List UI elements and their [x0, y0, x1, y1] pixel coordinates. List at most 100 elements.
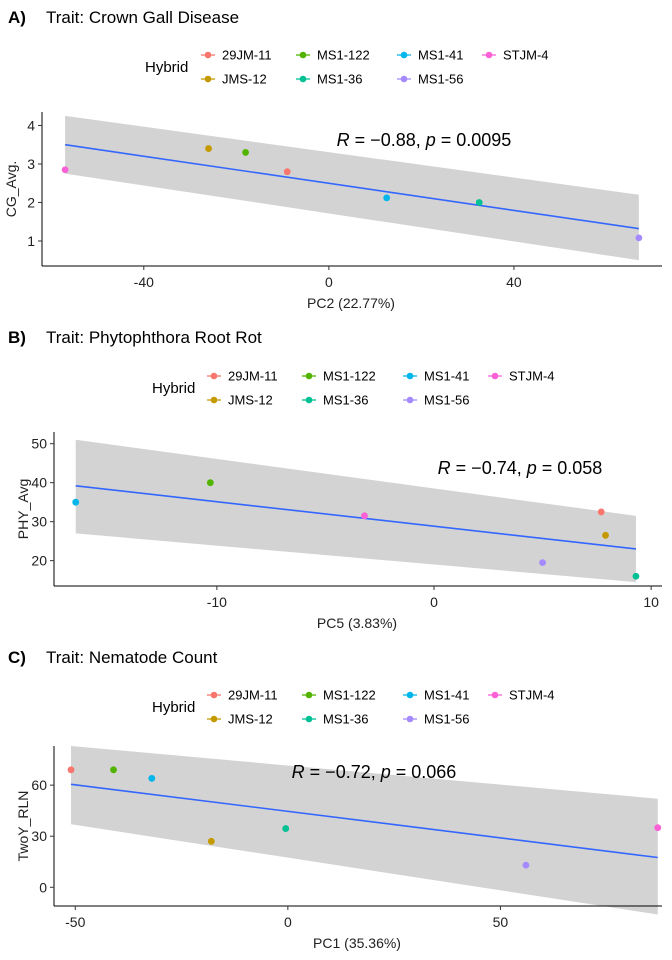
y-axis-label: PHY_Avg [15, 479, 31, 539]
legend-key-dot [204, 75, 212, 83]
legend: Hybrid 29JM-11 JMS-12 MS1-122 MS1-36 MS1-41 MS… [145, 48, 549, 87]
legend-key-dot [305, 691, 313, 699]
legend-key-dot [305, 396, 313, 404]
data-point-stjm-4 [361, 512, 368, 520]
legend-item: STJM-4 [488, 369, 555, 384]
legend-key-dot [406, 691, 414, 699]
legend-key-dot [305, 715, 313, 723]
x-axis-label: PC2 (22.77%) [307, 295, 395, 311]
legend-key-dot [491, 691, 499, 699]
correlation-annotation: R = −0.74, p = 0.058 [438, 458, 603, 478]
legend-label: 29JM-11 [228, 688, 278, 703]
y-tick-label: 40 [31, 475, 47, 491]
x-tick-label: 10 [643, 594, 659, 610]
legend-key-dot [299, 51, 307, 59]
legend-item: MS1-122 [302, 369, 376, 384]
y-axis-label: CG_Avg. [3, 161, 19, 218]
data-point-ms1-56 [635, 234, 643, 242]
legend-key-dot [406, 372, 414, 380]
legend-item: MS1-122 [302, 688, 376, 703]
legend-item: MS1-36 [302, 393, 369, 408]
y-axis-label: TwoY_RLN [15, 791, 31, 862]
legend-label: JMS-12 [228, 393, 273, 408]
panel-tag: A) [8, 8, 26, 27]
legend-key-dot [406, 715, 414, 723]
confidence-band [71, 746, 658, 915]
x-tick-label: 0 [430, 594, 438, 610]
data-point-ms1-56 [522, 861, 530, 869]
panel-tag: C) [8, 648, 26, 667]
panel-title: Trait: Phytophthora Root Rot [46, 328, 262, 347]
y-tick-label: 30 [31, 828, 47, 844]
data-point-ms1-36 [282, 825, 290, 832]
legend-key-dot [400, 51, 408, 59]
legend-title: Hybrid [152, 380, 195, 397]
legend-label: MS1-122 [317, 48, 370, 63]
legend-item: JMS-12 [207, 712, 273, 727]
legend-item: MS1-36 [296, 72, 363, 87]
trend-line [65, 143, 639, 230]
legend-label: STJM-4 [509, 688, 555, 703]
x-tick-label: 50 [493, 914, 509, 930]
legend-key-dot [485, 51, 493, 59]
data-point-ms1-122 [206, 479, 214, 487]
legend-item: STJM-4 [482, 48, 549, 63]
legend-label: 29JM-11 [228, 369, 278, 384]
legend: Hybrid 29JM-11 JMS-12 MS1-122 MS1-36 MS1-41 MS… [152, 688, 555, 727]
confidence-band [75, 439, 636, 583]
legend-key-dot [305, 372, 313, 380]
legend-item: MS1-41 [403, 688, 470, 703]
correlation-annotation: R = −0.88, p = 0.0095 [337, 130, 512, 150]
panel-3: C) Trait: Nematode Count Hybrid 29JM-11 JMS-… [8, 648, 662, 951]
legend-item: MS1-56 [397, 72, 464, 87]
legend-key-dot [210, 396, 218, 404]
x-tick-label: 40 [506, 274, 522, 290]
y-tick-label: 1 [27, 233, 35, 249]
y-tick-label: 20 [31, 553, 47, 569]
legend-label: MS1-56 [424, 393, 470, 408]
x-tick-label: -40 [134, 274, 154, 290]
data-point-stjm-4 [61, 166, 69, 174]
data-point-ms1-122 [242, 149, 249, 156]
legend-label: MS1-36 [323, 393, 369, 408]
legend-label: 29JM-11 [222, 48, 272, 63]
y-tick-label: 3 [27, 156, 35, 172]
data-point-jms-12 [205, 145, 212, 152]
legend-key-dot [491, 372, 499, 380]
legend-key-dot [299, 75, 307, 83]
panel-tag: B) [8, 328, 26, 347]
y-tick-label: 60 [31, 777, 47, 793]
legend-item: 29JM-11 [207, 688, 278, 703]
panel-title: Trait: Crown Gall Disease [46, 8, 239, 27]
x-axis-label: PC1 (35.36%) [313, 935, 401, 951]
legend-key-dot [210, 691, 218, 699]
data-point-stjm-4 [654, 824, 662, 832]
data-point-ms1-122 [110, 766, 117, 774]
legend-item: 29JM-11 [201, 48, 272, 63]
legend-label: MS1-122 [323, 688, 376, 703]
legend-key-dot [210, 372, 218, 380]
legend-item: STJM-4 [488, 688, 555, 703]
data-point-ms1-41 [383, 194, 391, 202]
legend-key-dot [400, 75, 408, 83]
x-tick-label: -10 [207, 594, 227, 610]
legend: Hybrid 29JM-11 JMS-12 MS1-122 MS1-36 MS1-41 MS… [152, 369, 555, 408]
legend-label: MS1-36 [323, 712, 369, 727]
y-tick-label: 30 [31, 514, 47, 530]
data-point-ms1-41 [72, 498, 80, 506]
legend-label: JMS-12 [222, 72, 267, 87]
trend-line [75, 485, 637, 550]
trend-line [70, 783, 658, 859]
data-point-ms1-36 [475, 199, 483, 206]
legend-item: MS1-56 [403, 712, 470, 727]
x-tick-label: 0 [284, 914, 292, 930]
x-axis-label: PC5 (3.83%) [317, 615, 397, 631]
legend-item: JMS-12 [207, 393, 273, 408]
legend-label: JMS-12 [228, 712, 273, 727]
data-point-jms-12 [207, 837, 215, 845]
legend-label: MS1-36 [317, 72, 363, 87]
legend-item: MS1-122 [296, 48, 370, 63]
x-tick-label: 0 [325, 274, 333, 290]
legend-label: MS1-56 [424, 712, 470, 727]
